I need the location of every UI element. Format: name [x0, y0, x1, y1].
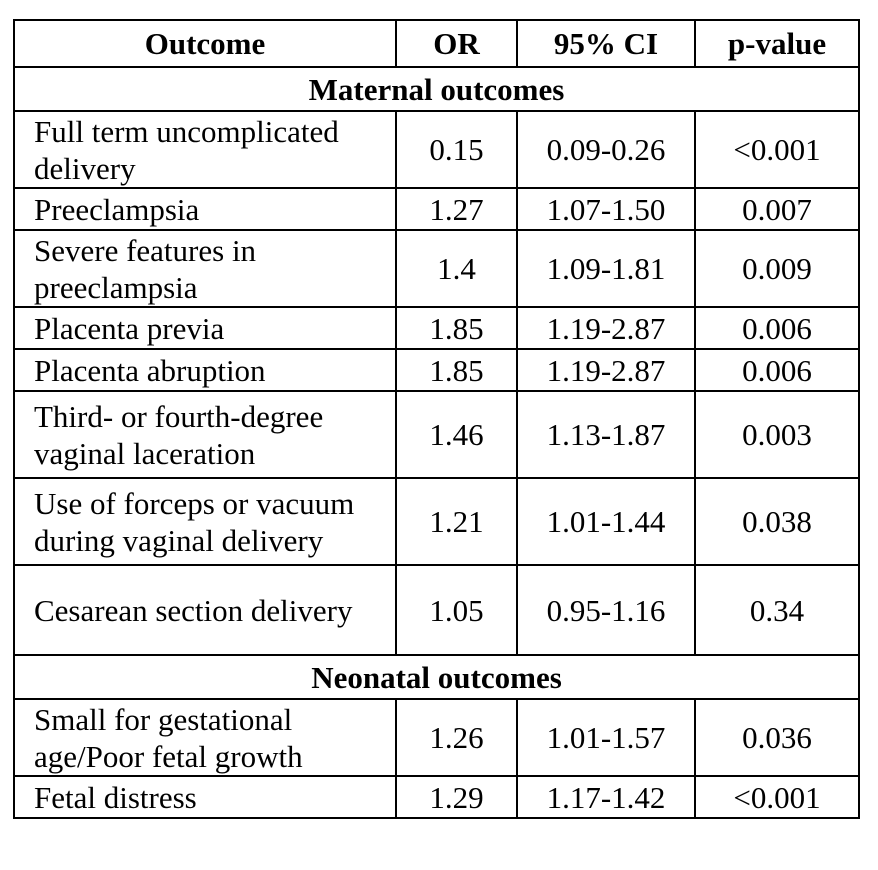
- table-row: Use of forceps or vacuum during vaginal …: [13, 477, 860, 566]
- section-row-neonatal: Neonatal outcomes: [13, 654, 860, 700]
- section-row-maternal: Maternal outcomes: [13, 66, 860, 112]
- outcome-cell: Fetal distress: [13, 775, 397, 819]
- ci-cell: 1.17-1.42: [516, 775, 696, 819]
- header-p-value: p-value: [694, 19, 860, 68]
- table-row: Third- or fourth-degree vaginal lacerati…: [13, 390, 860, 479]
- outcome-cell: Small for gestational age/Poor fetal gro…: [13, 698, 397, 777]
- p-value-cell: 0.006: [694, 348, 860, 392]
- outcome-cell: Severe features in preeclampsia: [13, 229, 397, 308]
- outcome-cell: Preeclampsia: [13, 187, 397, 231]
- table-row: Cesarean section delivery 1.05 0.95-1.16…: [13, 564, 860, 656]
- outcome-cell: Use of forceps or vacuum during vaginal …: [13, 477, 397, 566]
- table-row: Fetal distress 1.29 1.17-1.42 <0.001: [13, 775, 860, 819]
- table-row: Small for gestational age/Poor fetal gro…: [13, 698, 860, 777]
- p-value-cell: 0.007: [694, 187, 860, 231]
- outcome-cell: Placenta abruption: [13, 348, 397, 392]
- ci-cell: 1.01-1.44: [516, 477, 696, 566]
- p-value-cell: 0.003: [694, 390, 860, 479]
- or-cell: 1.4: [395, 229, 518, 308]
- table-row: Severe features in preeclampsia 1.4 1.09…: [13, 229, 860, 308]
- or-cell: 1.85: [395, 306, 518, 350]
- p-value-cell: <0.001: [694, 110, 860, 189]
- or-cell: 1.21: [395, 477, 518, 566]
- outcomes-table: Outcome OR 95% CI p-value Maternal outco…: [13, 19, 860, 819]
- p-value-cell: 0.009: [694, 229, 860, 308]
- table-row: Full term uncomplicated delivery 0.15 0.…: [13, 110, 860, 189]
- or-cell: 1.05: [395, 564, 518, 656]
- table-row: Preeclampsia 1.27 1.07-1.50 0.007: [13, 187, 860, 231]
- or-cell: 1.27: [395, 187, 518, 231]
- ci-cell: 1.13-1.87: [516, 390, 696, 479]
- or-cell: 1.26: [395, 698, 518, 777]
- table-row: Placenta abruption 1.85 1.19-2.87 0.006: [13, 348, 860, 392]
- section-title-neonatal: Neonatal outcomes: [13, 654, 860, 700]
- ci-cell: 1.19-2.87: [516, 348, 696, 392]
- p-value-cell: 0.038: [694, 477, 860, 566]
- ci-cell: 1.07-1.50: [516, 187, 696, 231]
- header-row: Outcome OR 95% CI p-value: [13, 19, 860, 68]
- p-value-cell: <0.001: [694, 775, 860, 819]
- p-value-cell: 0.34: [694, 564, 860, 656]
- outcome-cell: Placenta previa: [13, 306, 397, 350]
- or-cell: 1.46: [395, 390, 518, 479]
- header-or: OR: [395, 19, 518, 68]
- table-row: Placenta previa 1.85 1.19-2.87 0.006: [13, 306, 860, 350]
- header-ci: 95% CI: [516, 19, 696, 68]
- ci-cell: 0.95-1.16: [516, 564, 696, 656]
- header-outcome: Outcome: [13, 19, 397, 68]
- or-cell: 1.85: [395, 348, 518, 392]
- p-value-cell: 0.036: [694, 698, 860, 777]
- or-cell: 0.15: [395, 110, 518, 189]
- or-cell: 1.29: [395, 775, 518, 819]
- outcome-cell: Full term uncomplicated delivery: [13, 110, 397, 189]
- p-value-cell: 0.006: [694, 306, 860, 350]
- section-title-maternal: Maternal outcomes: [13, 66, 860, 112]
- outcome-cell: Cesarean section delivery: [13, 564, 397, 656]
- ci-cell: 1.19-2.87: [516, 306, 696, 350]
- ci-cell: 1.01-1.57: [516, 698, 696, 777]
- ci-cell: 0.09-0.26: [516, 110, 696, 189]
- outcome-cell: Third- or fourth-degree vaginal lacerati…: [13, 390, 397, 479]
- ci-cell: 1.09-1.81: [516, 229, 696, 308]
